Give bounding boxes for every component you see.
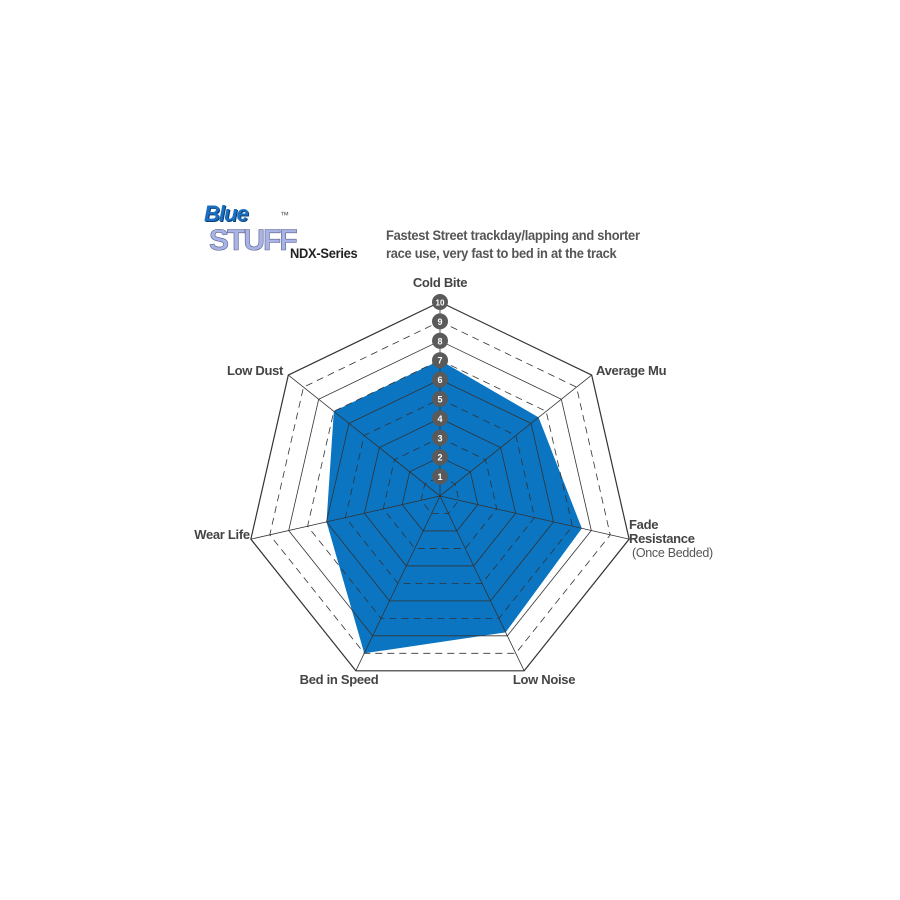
logo-stuff-text: STUFF [209,224,298,258]
tick-badge [432,468,448,485]
tick-badge [432,294,448,310]
grid-ring-3 [382,437,498,549]
tick-label: 9 [437,317,442,327]
header-line-2: race use, very fast to bed in at the tra… [386,245,617,261]
tick-badge [432,391,448,407]
tick-badge [432,371,448,388]
tick-badge [432,332,448,349]
grid-ring-10 [250,301,630,672]
tick-label: 5 [437,395,442,405]
axis-label-wear-life: Wear Life [194,527,250,542]
axis-label-low-dust: Low Dust [226,363,284,378]
tick-label: 4 [437,414,442,424]
axis-spoke [439,495,525,671]
tick-label: 3 [437,433,442,443]
grid-ring-4 [363,417,517,567]
axis-label-bed-in-speed: Bed in Speed [299,672,379,687]
tick-label: 8 [437,336,442,346]
axis-spoke [288,374,441,497]
tick-label: 1 [437,472,442,482]
tick-label: 10 [436,299,445,308]
axis-label-average-mu: Average Mu [596,363,667,378]
axis-spoke [439,495,630,540]
tick-badge [432,410,448,427]
logo-trademark: ™ [280,210,289,220]
axis-label-fade-resistance: Fade Resistance [629,517,695,546]
grid-ring-5 [344,398,536,584]
tick-label: 7 [437,356,442,366]
tick-label: 2 [437,453,442,463]
logo-blue-text: Blue [204,201,249,226]
tick-badge [432,313,448,330]
series-name: NDX-Series [290,245,358,261]
axis-label-cold-bite: Cold Bite [412,275,468,290]
tick-badge [432,429,448,446]
grid-ring-2 [401,456,479,532]
grid-ring-7 [307,359,573,619]
grid-ring-8 [288,340,592,637]
grid-ring-6 [326,379,554,602]
tick-badge [432,352,448,369]
tick-label: 6 [437,375,442,385]
axis-label-low-noise: Low Noise [512,672,576,687]
tick-badge [432,449,448,466]
grid-ring-1 [420,476,460,514]
axis-spoke [439,374,592,497]
axis-spoke [250,495,441,540]
header-line-1: Fastest Street trackday/lapping and shor… [386,227,640,243]
axis-sublabel-once-bedded: (Once Bedded) [632,546,713,560]
axis-spoke [355,495,441,671]
grid-ring-9 [269,320,611,654]
